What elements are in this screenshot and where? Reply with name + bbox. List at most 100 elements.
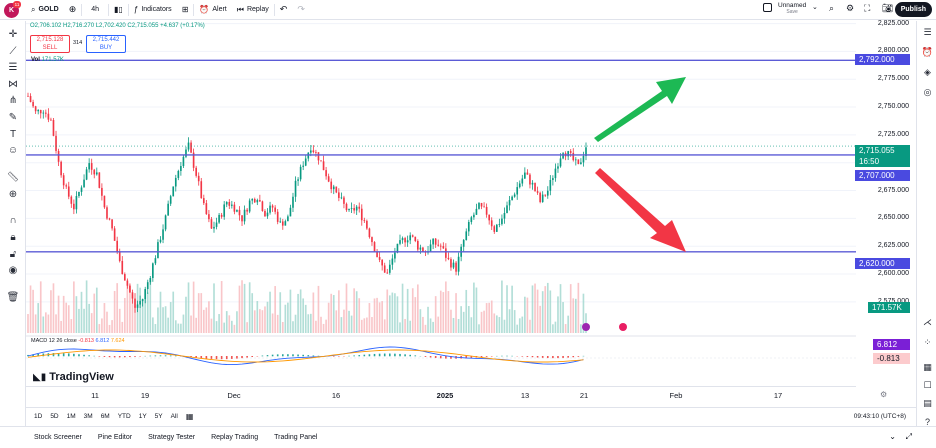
- candle-body: [289, 207, 292, 217]
- search-icon[interactable]: ⌕: [829, 3, 835, 13]
- eye-icon[interactable]: ◉: [8, 264, 18, 276]
- sell-price: 2,715.128: [36, 37, 64, 43]
- templates-button[interactable]: ⊞: [177, 0, 194, 20]
- range-button-3m[interactable]: 3M: [83, 413, 93, 420]
- chevron-down-icon[interactable]: ⌄: [889, 432, 896, 441]
- candle-body: [549, 180, 552, 191]
- volume-bar: [134, 306, 136, 333]
- camera-icon[interactable]: 📷︎: [882, 3, 894, 13]
- volume-bar: [447, 291, 450, 333]
- tab-strategy-tester[interactable]: Strategy Tester: [148, 434, 196, 441]
- redo-button[interactable]: ↷: [292, 0, 310, 20]
- candle-body: [574, 159, 577, 161]
- gear-icon[interactable]: ⚙: [880, 390, 888, 399]
- volume-bar: [467, 306, 470, 333]
- indicators-button[interactable]: ƒ Indicators: [129, 0, 177, 20]
- sell-button[interactable]: 2,715.128 SELL: [30, 35, 70, 53]
- zoom-icon[interactable]: ⊕: [8, 188, 18, 200]
- layout-name-button[interactable]: Unnamed Save: [778, 2, 806, 16]
- range-button-1m[interactable]: 1M: [66, 413, 76, 420]
- maximize-icon[interactable]: ⤢: [905, 432, 912, 441]
- volume-bar: [373, 298, 376, 333]
- volume-bar: [549, 290, 552, 333]
- candle-body: [335, 186, 338, 193]
- add-symbol-button[interactable]: ⊕: [64, 0, 82, 20]
- buy-button[interactable]: 2,715.442 BUY: [86, 35, 126, 53]
- pitchfork-icon[interactable]: ⋈: [8, 78, 18, 90]
- volume-tag: 171.57K: [868, 302, 910, 313]
- crosshair-icon[interactable]: ✛: [8, 28, 18, 40]
- macd-histogram-bar: [541, 356, 544, 358]
- alarm-clock-icon[interactable]: ⏰: [921, 47, 934, 57]
- dots-grid-icon[interactable]: ⁘: [923, 337, 932, 347]
- candle-body: [83, 179, 85, 188]
- volume-bar: [266, 301, 269, 333]
- horizontal-lines-icon[interactable]: ☰: [8, 61, 18, 73]
- candle-body: [503, 213, 506, 219]
- chart-pattern-icon[interactable]: ⋌: [923, 317, 932, 327]
- replay-button[interactable]: ⏮ Replay: [232, 0, 274, 20]
- range-button-all[interactable]: All: [170, 413, 178, 420]
- tab-trading-panel[interactable]: Trading Panel: [274, 434, 318, 441]
- macd-histogram-bar: [220, 356, 223, 360]
- calendar-icon[interactable]: ▦: [923, 362, 932, 372]
- macd-histogram-bar: [113, 356, 116, 358]
- volume-bar: [152, 317, 154, 333]
- lock-drawings-icon[interactable]: 🔒︎: [10, 231, 16, 243]
- range-button-ytd[interactable]: YTD: [117, 413, 131, 420]
- volume-bar: [483, 310, 485, 333]
- range-button-5y[interactable]: 5Y: [154, 413, 163, 420]
- candle-body: [65, 185, 68, 187]
- trend-line-icon[interactable]: ⟋: [9, 45, 17, 57]
- lock-icon[interactable]: 🔓︎: [9, 248, 17, 260]
- alert-button[interactable]: ⏰ Alert: [194, 0, 231, 20]
- volume-bar: [309, 313, 312, 333]
- candle-body: [218, 214, 220, 223]
- range-button-5d[interactable]: 5D: [50, 413, 59, 420]
- layers-icon[interactable]: ◈: [924, 67, 931, 77]
- volume-bar: [231, 320, 233, 333]
- clock[interactable]: 09:43:10 (UTC+8): [853, 413, 906, 420]
- watchlist-icon[interactable]: ☰: [923, 27, 932, 37]
- volume-bar: [498, 317, 501, 333]
- trash-icon[interactable]: 🗑︎: [6, 291, 20, 303]
- candle-body: [513, 194, 516, 197]
- magnet-icon[interactable]: ∩: [9, 214, 17, 226]
- candle-body: [103, 195, 106, 208]
- volume-bar: [559, 284, 562, 333]
- candle-body: [90, 163, 93, 170]
- range-button-1y[interactable]: 1Y: [138, 413, 147, 420]
- target-icon[interactable]: ◎: [923, 87, 932, 97]
- ruler-icon[interactable]: 📏︎: [6, 171, 20, 183]
- emoji-icon[interactable]: ☺: [7, 144, 19, 156]
- chevron-down-icon[interactable]: ⌄: [812, 4, 818, 11]
- undo-button[interactable]: ↶: [275, 0, 293, 20]
- symbol-search-button[interactable]: ⌕ GOLD: [26, 0, 64, 20]
- volume-bar: [411, 288, 414, 333]
- publish-button[interactable]: Publish: [894, 2, 932, 17]
- brush-icon[interactable]: ✎: [8, 111, 18, 123]
- tab-pine-editor[interactable]: Pine Editor: [97, 434, 133, 441]
- help-icon[interactable]: ?: [924, 416, 930, 427]
- interval-button[interactable]: 4h: [82, 0, 108, 20]
- range-button-6m[interactable]: 6M: [100, 413, 110, 420]
- patterns-icon[interactable]: ⋔: [8, 94, 18, 106]
- tab-replay-trading[interactable]: Replay Trading: [211, 434, 259, 441]
- calendar-icon[interactable]: ▦: [185, 412, 194, 421]
- chart-type-button[interactable]: ▮▯: [109, 0, 128, 20]
- candle-body: [34, 106, 37, 112]
- range-button-1d[interactable]: 1D: [34, 413, 43, 420]
- candle-body: [312, 150, 315, 153]
- layout-icon[interactable]: [763, 3, 772, 12]
- candle-body: [50, 119, 52, 121]
- gear-icon[interactable]: ⚙: [846, 3, 855, 13]
- news-icon[interactable]: ▤: [923, 398, 932, 408]
- fullscreen-icon[interactable]: ⛶: [864, 3, 871, 13]
- text-icon[interactable]: T: [9, 128, 17, 140]
- volume-bar: [437, 316, 440, 333]
- volume-bar: [251, 293, 254, 333]
- chat-icon[interactable]: ☐: [923, 380, 932, 390]
- tab-stock-screener[interactable]: Stock Screener: [34, 434, 82, 441]
- candle-body: [202, 198, 205, 204]
